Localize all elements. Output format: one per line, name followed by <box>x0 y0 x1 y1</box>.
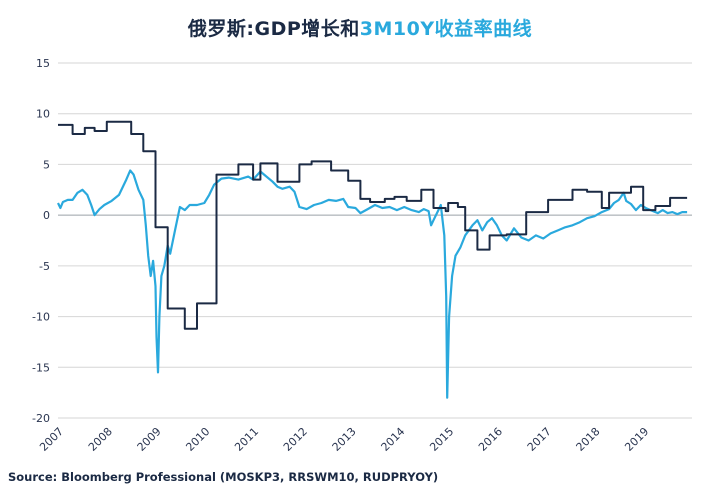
x-tick-label: 2017 <box>525 425 554 454</box>
chart-title-main: 俄罗斯:GDP增长和 <box>187 18 360 40</box>
x-tick-label: 2014 <box>379 425 408 454</box>
gridlines <box>58 62 692 419</box>
chart-title-highlight: 3M10Y收益率曲线 <box>359 18 533 40</box>
x-tick-label: 2009 <box>135 425 164 454</box>
x-tick-label: 2007 <box>37 425 66 454</box>
x-tick-label: 2018 <box>574 425 603 454</box>
x-tick-label: 2013 <box>330 425 359 454</box>
x-tick-label: 2012 <box>281 425 310 454</box>
x-tick-label: 2019 <box>622 425 651 454</box>
y-tick-label: -20 <box>32 412 50 425</box>
y-tick-label: 0 <box>43 209 50 222</box>
series-lines <box>57 120 688 399</box>
y-tick-label: 15 <box>36 57 50 70</box>
series-line-yield-curve <box>57 169 688 399</box>
x-tick-label: 2010 <box>183 425 212 454</box>
x-tick-label: 2011 <box>232 425 261 454</box>
y-tick-label: 5 <box>43 158 50 171</box>
chart-title: 俄罗斯:GDP增长和3M10Y收益率曲线 <box>0 14 720 41</box>
y-tick-label: -15 <box>32 361 50 374</box>
y-axis-ticks: 15 10 5 0 -5 -10 -15 -20 <box>32 57 50 425</box>
source-note: Source: Bloomberg Professional (MOSKP3, … <box>8 470 439 484</box>
y-tick-label: -5 <box>39 260 50 273</box>
y-tick-label: 10 <box>36 108 50 121</box>
y-tick-label: -10 <box>32 311 50 324</box>
series-line-gdp <box>58 120 688 330</box>
x-tick-label: 2016 <box>476 425 505 454</box>
x-axis-ticks: 2007 2008 2009 2010 2011 2012 2013 2014 2015 2016… <box>37 425 651 454</box>
x-tick-label: 2015 <box>427 425 456 454</box>
x-tick-label: 2008 <box>86 425 115 454</box>
